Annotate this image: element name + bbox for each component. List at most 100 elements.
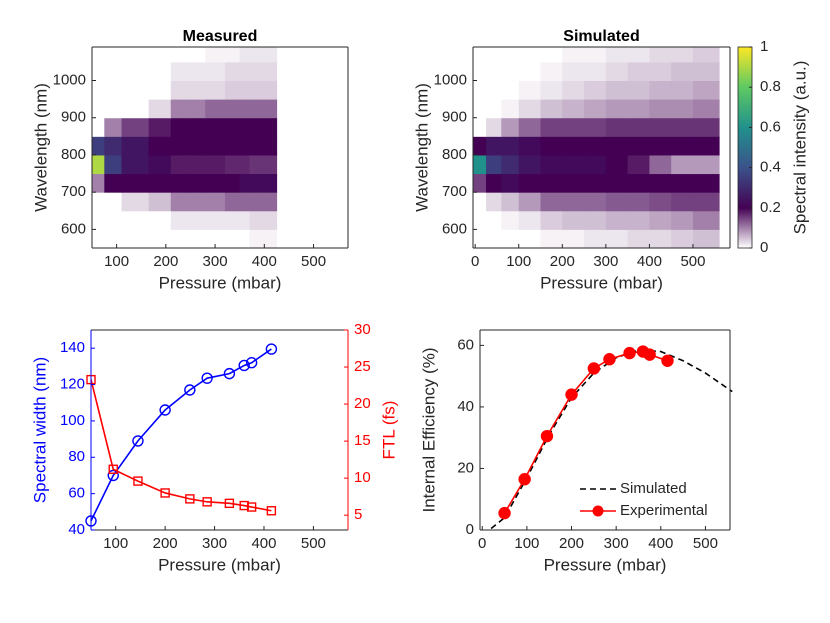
heat-cell — [224, 99, 241, 119]
heat-cell — [627, 173, 650, 193]
heat-cell — [264, 173, 278, 193]
heat-cell — [671, 210, 694, 230]
heat-cell — [501, 229, 520, 249]
heat-cell — [264, 61, 278, 81]
heat-cell — [562, 210, 585, 230]
heat-cell — [104, 136, 123, 156]
marker — [108, 464, 118, 474]
heat-cell — [473, 80, 487, 100]
marker — [246, 502, 257, 512]
heat-cell — [121, 136, 150, 156]
heat-cell — [239, 154, 251, 175]
heat-cell — [239, 192, 251, 212]
y2-tick-label: 20 — [354, 395, 371, 412]
heat-cell — [692, 210, 720, 230]
heat-cell — [92, 47, 105, 63]
x-tick-label: 200 — [153, 253, 178, 270]
heat-cell — [148, 117, 172, 137]
heat-cell — [121, 210, 150, 230]
heat-cell — [148, 173, 172, 193]
heat-cell — [121, 117, 150, 137]
heat-cell — [104, 229, 123, 249]
heat-cell — [264, 136, 278, 156]
x-axis-label: Pressure (mbar) — [544, 555, 667, 574]
heat-cell — [671, 99, 694, 119]
heat-cell — [92, 154, 105, 175]
heat-cell — [671, 173, 694, 193]
heat-cell — [518, 61, 542, 81]
y-tick-label: 700 — [61, 183, 86, 200]
colorbar-tick-label: 0.6 — [760, 118, 781, 135]
heat-cell — [249, 210, 265, 230]
heat-cell — [185, 47, 206, 63]
heat-cell — [501, 192, 520, 212]
heat-cell — [692, 192, 720, 212]
heat-cell — [501, 80, 520, 100]
heat-cell — [649, 136, 672, 156]
heat-cell — [692, 136, 720, 156]
heat-cell — [584, 229, 607, 249]
heat-cell — [170, 173, 187, 193]
colorbar-label: Spectral intensity (a.u.) — [790, 61, 809, 235]
marker — [185, 494, 195, 504]
panel-title: Measured — [183, 28, 258, 45]
heat-cell — [518, 210, 542, 230]
heat-cell — [473, 192, 487, 212]
heat-cell — [121, 47, 150, 63]
series-line — [90, 348, 272, 522]
heat-cell — [170, 80, 187, 100]
x-tick-label: 300 — [593, 253, 618, 270]
heat-cell — [185, 173, 206, 193]
y-axis-label: Wavelength (nm) — [412, 83, 431, 212]
heat-cell — [486, 99, 502, 119]
heat-cell — [671, 192, 694, 212]
heat-cell — [249, 80, 265, 100]
y-tick-label: 1000 — [53, 71, 86, 88]
heat-cell — [501, 117, 520, 137]
marker — [498, 506, 511, 520]
heat-cell — [671, 229, 694, 249]
heat-cell — [224, 210, 241, 230]
heat-cell — [224, 136, 241, 156]
heat-cell — [518, 136, 542, 156]
legend-label: Simulated — [620, 480, 687, 497]
heat-cell — [562, 99, 585, 119]
heat-cell — [121, 61, 150, 81]
heat-cell — [224, 229, 241, 249]
marker — [623, 346, 636, 360]
heat-cell — [170, 136, 187, 156]
marker — [224, 498, 235, 509]
heat-cell — [148, 136, 172, 156]
marker — [518, 473, 531, 486]
heat-cell — [121, 192, 150, 212]
heat-cell — [92, 173, 105, 193]
heat-cell — [92, 210, 105, 230]
y-tick-label: 1000 — [434, 71, 467, 88]
x-tick-label: 100 — [103, 535, 128, 552]
colorbar-tick-label: 0 — [760, 239, 768, 256]
heat-cell — [584, 173, 607, 193]
heat-cell — [540, 47, 563, 63]
heat-cell — [540, 136, 563, 156]
marker — [565, 388, 578, 401]
heat-cell — [540, 99, 563, 119]
heat-cell — [205, 229, 226, 249]
heat-cell — [170, 154, 187, 175]
heat-cell — [224, 173, 241, 193]
heat-cell — [185, 61, 206, 81]
y-tick-label: 60 — [457, 336, 474, 353]
heat-cell — [185, 99, 206, 119]
heat-cell — [692, 99, 720, 119]
heat-cell — [501, 61, 520, 81]
marker — [661, 354, 674, 367]
heat-cell — [205, 173, 226, 193]
x-tick-label: 200 — [153, 535, 178, 552]
heat-cell — [249, 117, 265, 137]
x-tick-label: 400 — [637, 253, 662, 270]
heat-cell — [264, 47, 278, 63]
heat-cell — [249, 173, 265, 193]
heat-cell — [540, 229, 563, 249]
heat-cell — [486, 47, 502, 63]
heat-cell — [649, 99, 672, 119]
heat-cell — [473, 136, 487, 156]
